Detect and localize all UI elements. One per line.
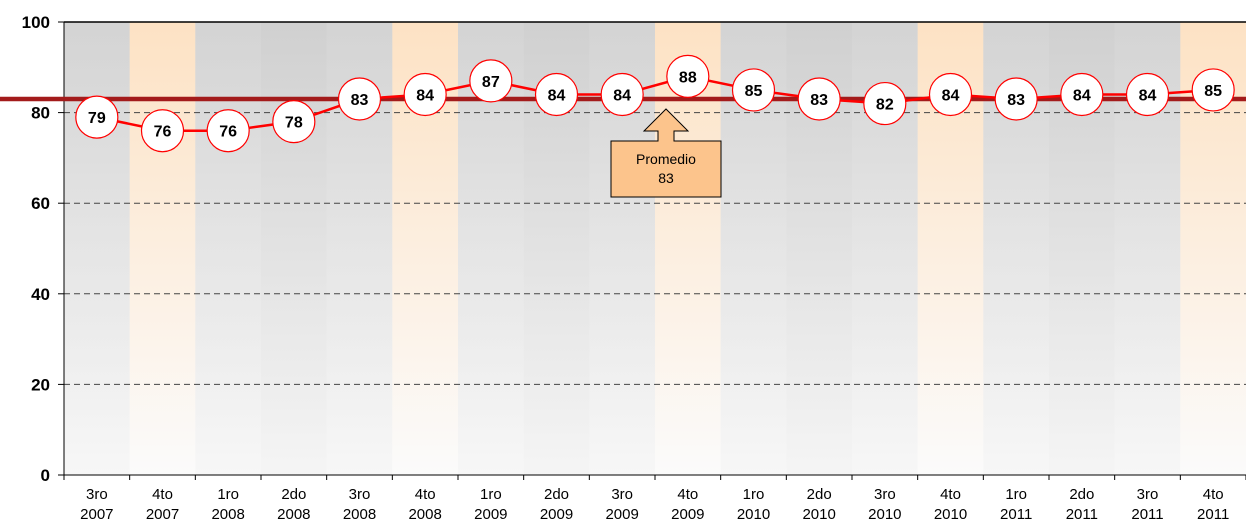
category-band xyxy=(64,22,130,475)
average-callout-value: 83 xyxy=(658,170,674,186)
data-point xyxy=(600,72,644,117)
data-label: 85 xyxy=(745,83,763,100)
y-tick-label: 0 xyxy=(41,466,50,485)
data-point xyxy=(403,72,447,117)
data-point xyxy=(1125,72,1170,117)
data-label: 84 xyxy=(942,87,960,104)
y-tick-label: 100 xyxy=(22,13,50,32)
x-tick-label: 3ro 2009 xyxy=(605,486,638,523)
data-label: 83 xyxy=(810,92,828,109)
category-band xyxy=(195,22,261,475)
data-label: 84 xyxy=(548,87,566,104)
x-tick-label: 2do 2009 xyxy=(540,486,573,523)
x-tick-label: 1ro 2008 xyxy=(211,486,244,523)
data-label: 78 xyxy=(285,115,303,132)
data-label: 82 xyxy=(876,97,894,114)
x-tick-label: 3ro 2008 xyxy=(343,486,376,523)
data-label: 84 xyxy=(613,87,631,104)
data-label: 76 xyxy=(154,124,172,141)
data-label: 79 xyxy=(88,110,106,127)
data-point xyxy=(863,81,907,126)
average-callout-label: Promedio xyxy=(636,151,696,167)
category-band xyxy=(261,22,327,475)
data-point xyxy=(666,54,710,98)
x-tick-label: 2do 2010 xyxy=(802,486,835,523)
data-point xyxy=(1060,72,1104,117)
data-label: 84 xyxy=(1139,87,1157,104)
data-point xyxy=(337,77,382,121)
data-label: 83 xyxy=(351,92,369,109)
y-tick-label: 60 xyxy=(31,194,50,213)
data-label: 83 xyxy=(1007,92,1025,109)
data-label: 87 xyxy=(482,74,500,91)
x-tick-label: 3ro 2011 xyxy=(1131,486,1163,523)
data-point xyxy=(534,72,579,117)
x-tick-label: 2do 2008 xyxy=(277,486,310,523)
x-tick-label: 4to 2007 xyxy=(146,486,179,523)
y-tick-label: 20 xyxy=(31,375,50,394)
x-tick-label: 1ro 2011 xyxy=(1000,486,1032,523)
average-callout xyxy=(610,108,722,198)
x-tick-label: 4to 2008 xyxy=(408,486,441,523)
data-label: 85 xyxy=(1204,83,1222,100)
data-point xyxy=(731,68,776,112)
data-label: 76 xyxy=(219,124,237,141)
y-tick-label: 80 xyxy=(31,104,50,123)
x-tick-label: 1ro 2010 xyxy=(737,486,770,523)
data-label: 84 xyxy=(1073,87,1091,104)
x-tick-label: 2do 2011 xyxy=(1066,486,1098,523)
category-band xyxy=(129,22,196,475)
data-point xyxy=(1191,68,1235,112)
data-point xyxy=(206,109,250,153)
data-point xyxy=(797,77,841,121)
x-tick-label: 4to 2009 xyxy=(671,486,704,523)
data-point xyxy=(140,109,185,153)
x-tick-label: 1ro 2009 xyxy=(474,486,507,523)
data-point xyxy=(994,77,1038,121)
data-label: 84 xyxy=(416,87,434,104)
data-point xyxy=(272,100,316,144)
x-tick-label: 4to 2011 xyxy=(1197,486,1229,523)
data-label: 88 xyxy=(679,69,697,86)
x-tick-label: 4to 2010 xyxy=(934,486,967,523)
data-point xyxy=(75,95,119,139)
data-point xyxy=(928,72,973,117)
x-tick-label: 3ro 2007 xyxy=(80,486,113,523)
y-tick-label: 40 xyxy=(31,285,50,304)
data-point xyxy=(469,59,513,103)
x-tick-label: 3ro 2010 xyxy=(868,486,901,523)
